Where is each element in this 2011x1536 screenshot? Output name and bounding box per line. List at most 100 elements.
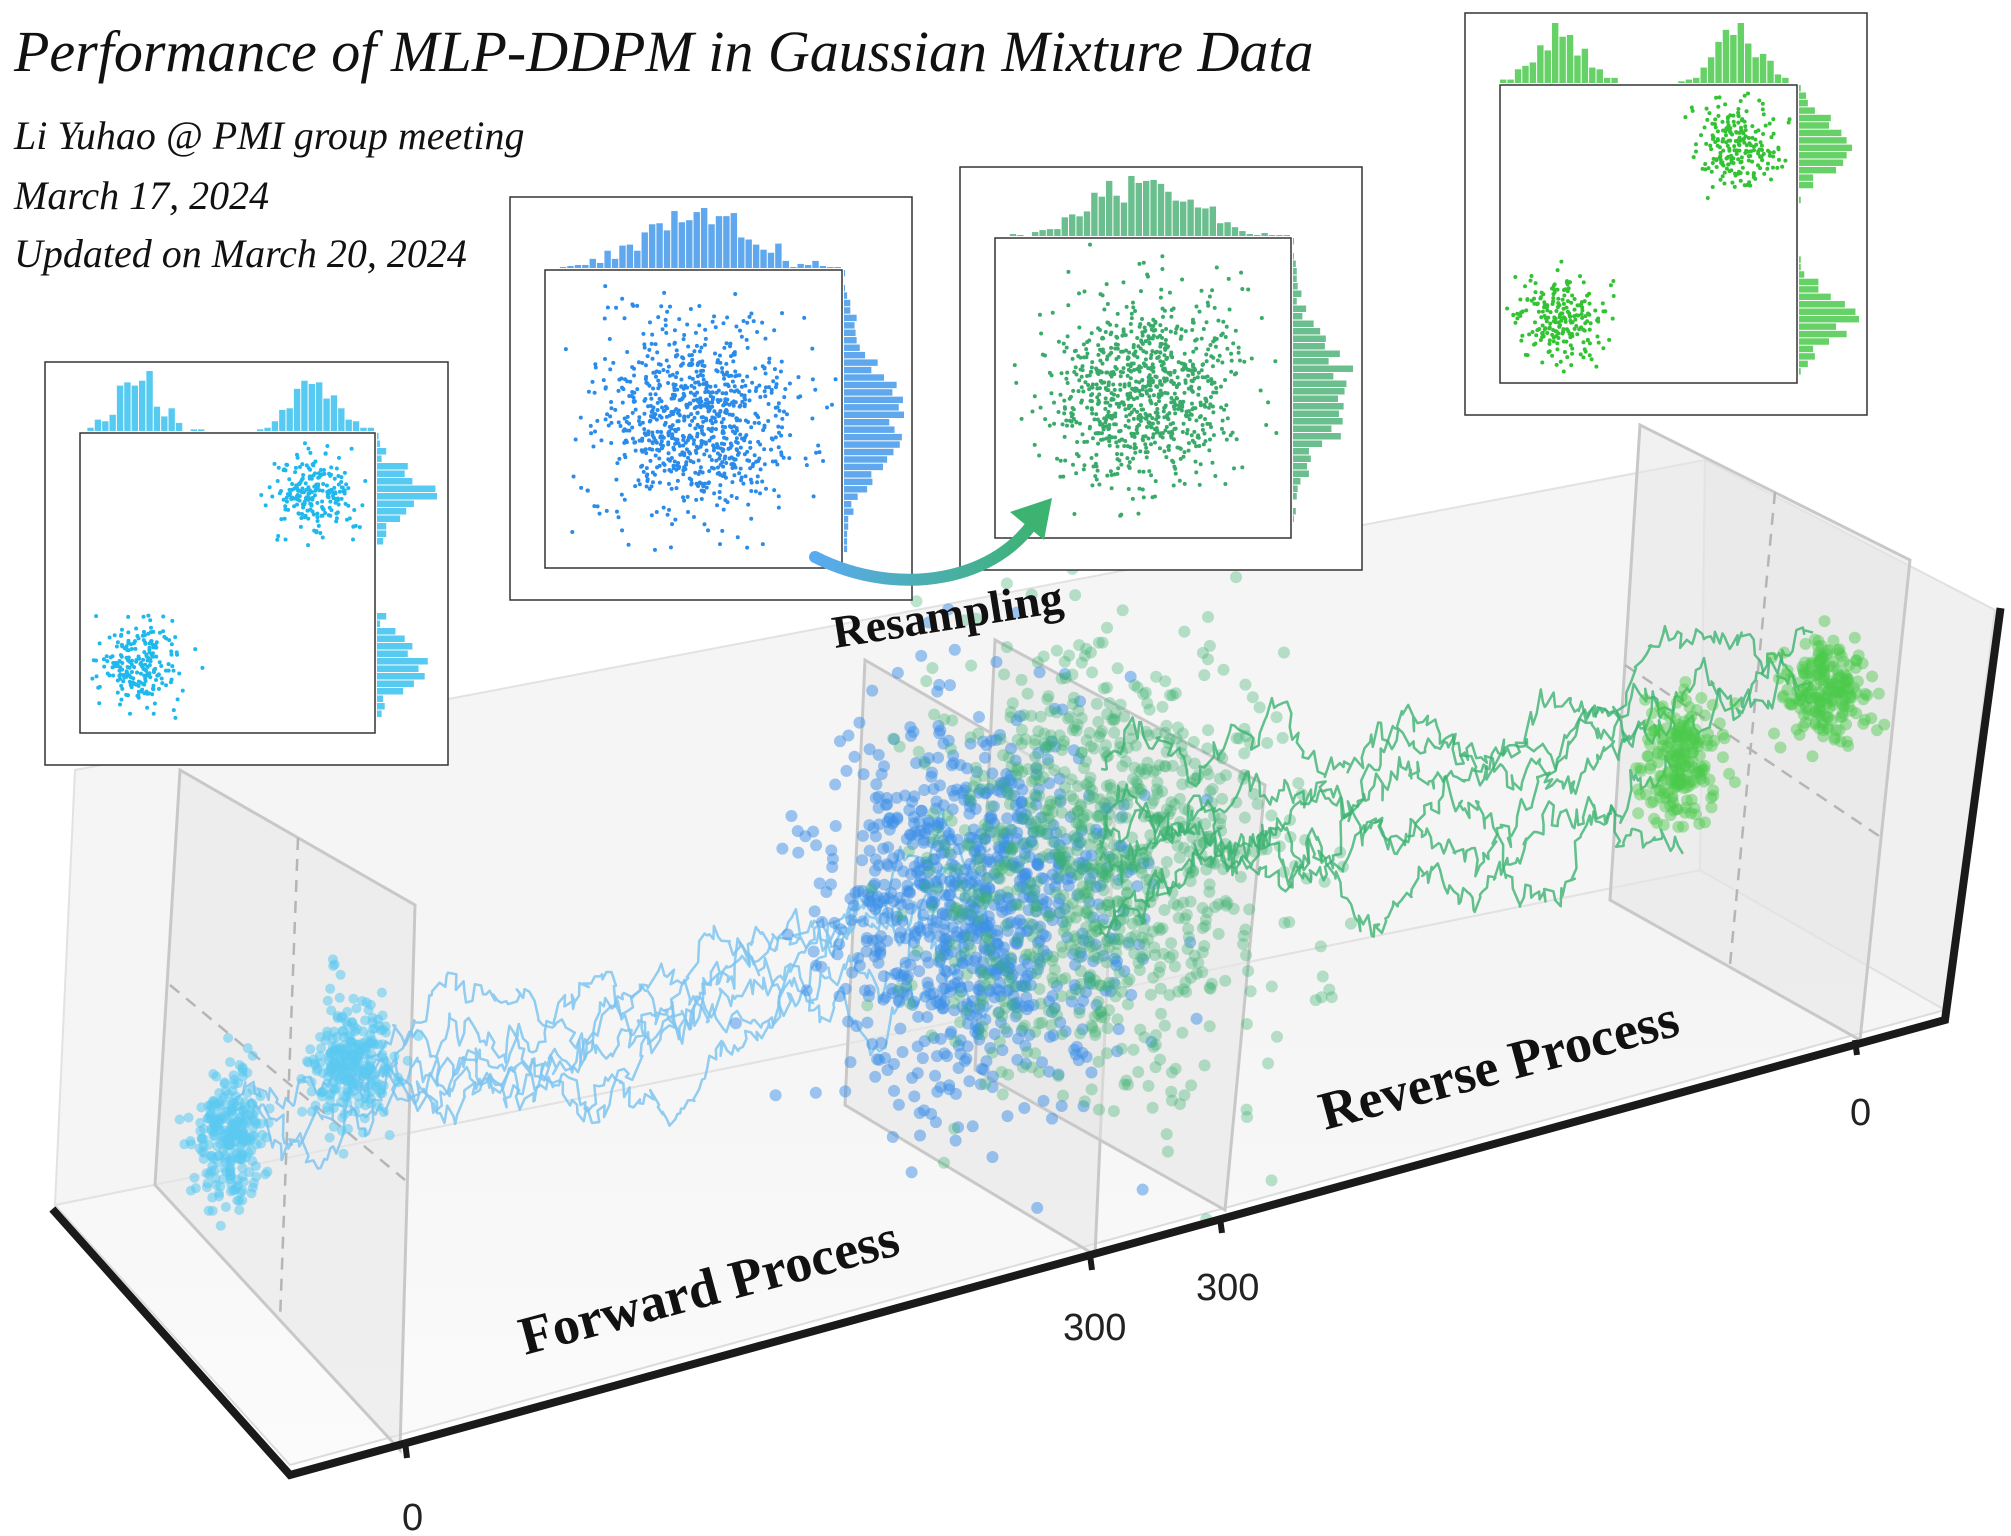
reverse-noise-point (1134, 783, 1147, 796)
reverse-end-point (1670, 727, 1683, 740)
inset-point (351, 524, 356, 529)
inset-point (623, 377, 628, 382)
inset-point (1199, 288, 1204, 293)
reverse-noise-point (1031, 826, 1044, 839)
inset-point (1118, 382, 1123, 387)
inset-point (641, 331, 646, 336)
reverse-noise-point (1046, 806, 1059, 819)
reverse-noise-point (1059, 972, 1072, 985)
inset-point (1229, 369, 1234, 374)
forward-start-point (215, 1220, 226, 1231)
reverse-noise-point (1094, 793, 1107, 806)
reverse-noise-point (1176, 1026, 1189, 1039)
inset-point (1056, 409, 1061, 414)
reverse-noise-point (1192, 956, 1205, 969)
forward-start-point (322, 995, 333, 1006)
inset-point (810, 416, 815, 421)
plane-t0-forward (153, 767, 417, 1454)
inset-point (617, 456, 622, 461)
reverse-noise-point (1083, 726, 1096, 739)
inset-point (1140, 316, 1145, 321)
inset-histogram-bar (775, 243, 782, 268)
inset-histogram-bar (377, 613, 387, 620)
reverse-noise-point (1054, 825, 1067, 838)
inset-point (1144, 445, 1149, 450)
reverse-noise-point (1221, 897, 1234, 910)
forward-noise-point (945, 1025, 958, 1038)
inset-point (739, 384, 744, 389)
inset-point (647, 438, 652, 443)
inset-point (169, 652, 174, 657)
inset-point (1147, 373, 1152, 378)
inset-point (652, 547, 657, 552)
reverse-end-point (1669, 749, 1682, 762)
inset-point (1131, 387, 1136, 392)
forward-start-point (359, 1081, 370, 1092)
inset-point (747, 389, 752, 394)
reverse-noise-point (1141, 756, 1154, 769)
inset-point (1217, 353, 1222, 358)
reverse-noise-point (1242, 965, 1255, 978)
reverse-noise-point (1079, 755, 1092, 768)
inset-point (742, 402, 747, 407)
forward-noise-point (866, 1038, 879, 1051)
inset-point (758, 442, 763, 447)
reverse-noise-point (1064, 910, 1077, 923)
reverse-noise-point (1070, 860, 1083, 873)
inset-point (1169, 314, 1174, 319)
reverse-noise-point (1233, 732, 1246, 745)
inset-histogram-bar (782, 260, 790, 268)
inset-point (643, 363, 648, 368)
reverse-end-point (1645, 759, 1658, 772)
inset-point (735, 535, 740, 540)
inset-point (1063, 406, 1068, 411)
inset-point (1175, 396, 1180, 401)
forward-start-point (237, 1195, 248, 1206)
reverse-noise-point (1086, 859, 1099, 872)
inset-point (1220, 331, 1225, 336)
reverse-end-point (1677, 782, 1690, 795)
inset-point (1189, 401, 1194, 406)
inset-point (171, 668, 176, 673)
inset-histogram-bar (723, 216, 730, 268)
inset-point (1118, 513, 1123, 518)
inset-point (699, 403, 704, 408)
reverse-noise-point (1050, 796, 1063, 809)
forward-start-point (337, 1112, 348, 1123)
reverse-noise-point (1191, 839, 1204, 852)
inset-point (341, 489, 346, 494)
inset-point (1103, 329, 1108, 334)
inset-point (687, 363, 692, 368)
reverse-noise-point (1188, 949, 1201, 962)
inset-point (675, 478, 680, 483)
inset-point (1070, 462, 1075, 467)
inset-histogram-bar (844, 396, 903, 404)
inset-point (1102, 424, 1107, 429)
reverse-noise-point (1050, 706, 1063, 719)
reverse-noise-point (1055, 851, 1068, 864)
reverse-end-point (1671, 730, 1684, 743)
reverse-end-point (1686, 774, 1699, 787)
inset-point (829, 402, 834, 407)
inset-point (1128, 368, 1133, 373)
forward-noise-point (978, 941, 991, 954)
reverse-noise-point (1063, 855, 1076, 868)
forward-noise-point (1015, 806, 1028, 819)
forward-start-point (223, 1140, 234, 1151)
inset-point (720, 391, 725, 396)
inset-point (303, 481, 308, 486)
forward-noise-point (913, 965, 926, 978)
inset-point (121, 679, 126, 684)
reverse-noise-point (1088, 1010, 1101, 1023)
reverse-noise-point (955, 910, 968, 923)
inset-point (631, 399, 636, 404)
reverse-end-point (1683, 775, 1696, 788)
forward-noise-point (897, 865, 910, 878)
inset-point (1090, 411, 1095, 416)
reverse-noise-point (1204, 982, 1217, 995)
forward-noise-point (963, 831, 976, 844)
reverse-noise-point (1004, 788, 1017, 801)
reverse-noise-point (1072, 887, 1085, 900)
forward-noise-point (937, 1001, 950, 1014)
reverse-noise-point (994, 822, 1007, 835)
